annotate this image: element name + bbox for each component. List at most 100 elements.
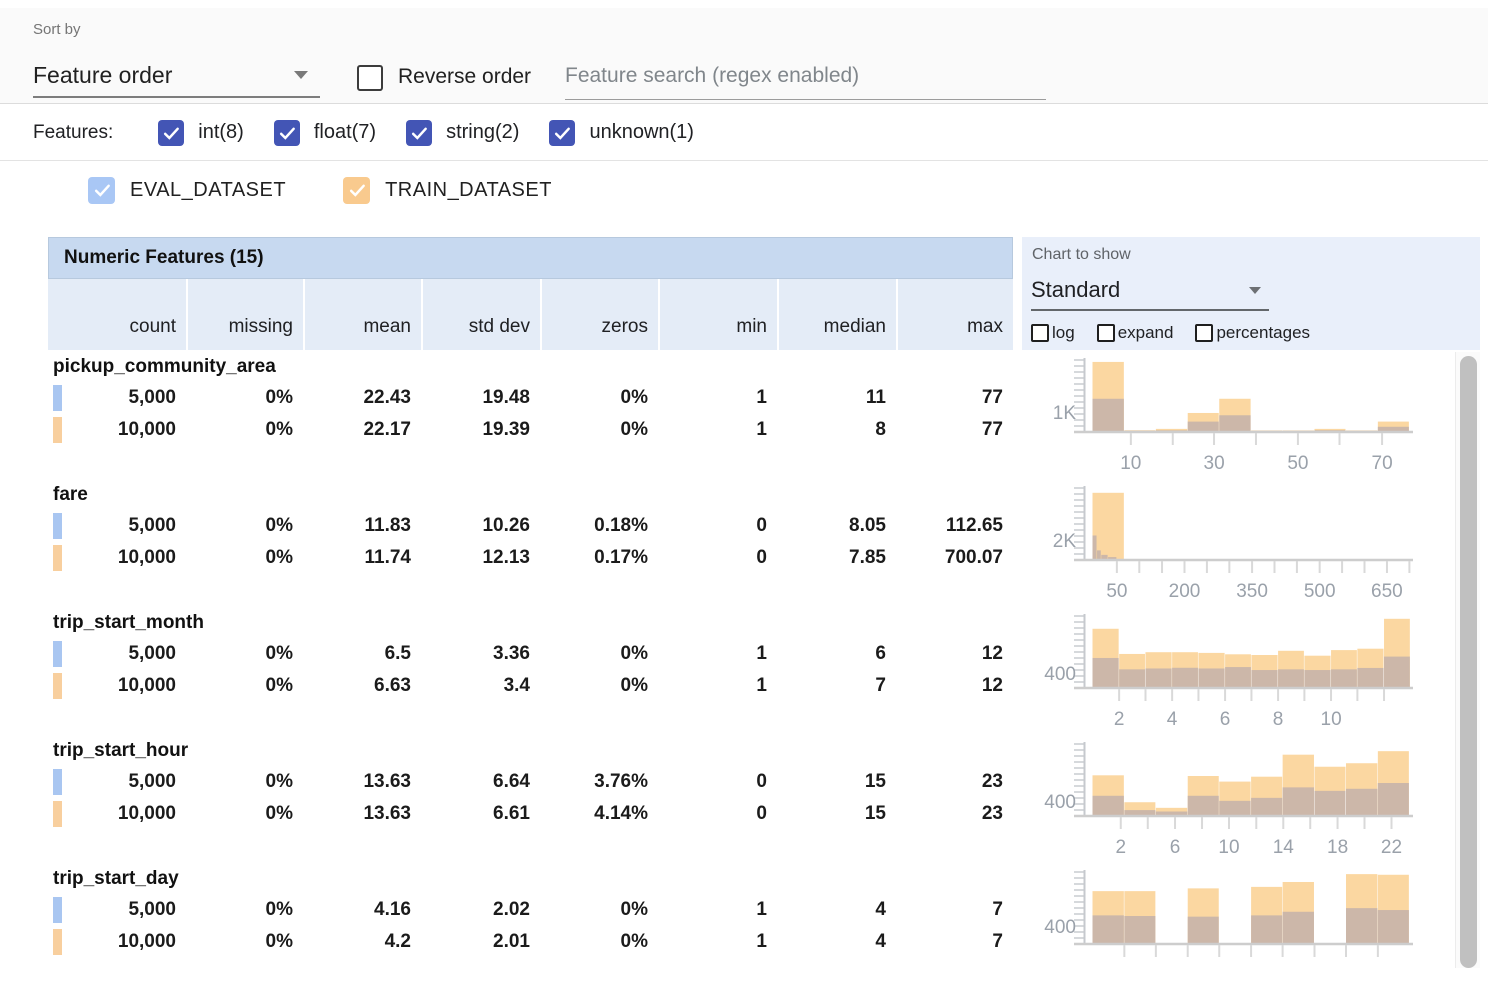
svg-text:10: 10 xyxy=(1321,709,1342,730)
vertical-scrollbar[interactable] xyxy=(1455,352,1480,968)
svg-text:2: 2 xyxy=(1116,837,1127,858)
unknown-checkbox[interactable] xyxy=(549,120,575,146)
train-dataset-toggle: TRAIN_DATASET xyxy=(343,177,552,204)
stat-value: 22.43 xyxy=(303,382,421,414)
int-label: int(8) xyxy=(198,121,244,144)
eval-dataset-checkbox[interactable] xyxy=(88,177,115,204)
stat-value: 0% xyxy=(540,414,658,446)
filter-int: int(8) xyxy=(158,120,244,146)
float-checkbox[interactable] xyxy=(274,120,300,146)
stat-value: 0% xyxy=(540,670,658,702)
reverse-order-checkbox[interactable] xyxy=(357,65,383,91)
stat-value: 0.17% xyxy=(540,542,658,574)
string-checkbox[interactable] xyxy=(406,120,432,146)
stat-value: 0 xyxy=(658,510,777,542)
filter-float: float(7) xyxy=(274,120,376,146)
reverse-order-label: Reverse order xyxy=(398,65,531,89)
chart-type-value: Standard xyxy=(1031,277,1120,303)
sort-by-dropdown[interactable]: Feature order xyxy=(33,54,320,98)
svg-text:350: 350 xyxy=(1236,581,1268,602)
svg-text:400: 400 xyxy=(1044,917,1076,938)
stat-value: 0% xyxy=(186,382,303,414)
svg-text:50: 50 xyxy=(1106,581,1127,602)
chart-type-dropdown[interactable]: Standard xyxy=(1031,271,1269,311)
stat-value: 2.02 xyxy=(421,894,540,926)
stat-value: 23 xyxy=(896,798,1013,830)
stat-value: 0% xyxy=(186,766,303,798)
stat-value: 3.4 xyxy=(421,670,540,702)
column-mean: mean xyxy=(303,279,421,350)
stat-value: 6.61 xyxy=(421,798,540,830)
train-dataset-marker xyxy=(53,801,62,827)
chevron-down-icon xyxy=(1249,287,1261,294)
unknown-label: unknown(1) xyxy=(589,121,694,144)
stat-value: 15 xyxy=(777,766,896,798)
stat-value: 11.74 xyxy=(303,542,421,574)
svg-text:2: 2 xyxy=(1114,709,1125,730)
stat-value: 5,000 xyxy=(48,638,186,670)
stat-value: 10,000 xyxy=(48,414,186,446)
percentages-checkbox[interactable] xyxy=(1195,324,1213,342)
stat-value: 1 xyxy=(658,638,777,670)
stat-value: 7 xyxy=(777,670,896,702)
stat-value: 0% xyxy=(186,510,303,542)
chart-to-show-label: Chart to show xyxy=(1032,246,1131,264)
stat-value: 0% xyxy=(186,638,303,670)
stat-value: 10.26 xyxy=(421,510,540,542)
feature-search-input[interactable] xyxy=(565,52,1046,99)
stat-value: 10,000 xyxy=(48,670,186,702)
stat-value: 6.64 xyxy=(421,766,540,798)
filter-unknown: unknown(1) xyxy=(549,120,694,146)
svg-text:200: 200 xyxy=(1169,581,1201,602)
eval-dataset-marker xyxy=(53,641,62,667)
svg-text:70: 70 xyxy=(1372,453,1393,474)
int-checkbox[interactable] xyxy=(158,120,184,146)
svg-text:30: 30 xyxy=(1204,453,1225,474)
expand-option: expand xyxy=(1097,323,1174,343)
svg-text:8: 8 xyxy=(1273,709,1284,730)
svg-text:10: 10 xyxy=(1120,453,1141,474)
train-dataset-checkbox[interactable] xyxy=(343,177,370,204)
string-label: string(2) xyxy=(446,121,519,144)
stat-value: 10,000 xyxy=(48,798,186,830)
stat-value: 4.14% xyxy=(540,798,658,830)
chart-options: log expand percentages xyxy=(1031,323,1332,343)
table-title: Numeric Features (15) xyxy=(64,247,264,269)
stat-value: 0% xyxy=(186,414,303,446)
log-checkbox[interactable] xyxy=(1031,324,1049,342)
dataset-legend: EVAL_DATASET TRAIN_DATASET xyxy=(88,170,609,210)
vertical-scrollbar-thumb[interactable] xyxy=(1460,356,1477,968)
stat-value: 4.16 xyxy=(303,894,421,926)
train-dataset-marker xyxy=(53,545,62,571)
svg-text:22: 22 xyxy=(1381,837,1402,858)
train-dataset-marker xyxy=(53,929,62,955)
stat-value: 112.65 xyxy=(896,510,1013,542)
filter-string: string(2) xyxy=(406,120,519,146)
feature-name: pickup_community_area xyxy=(53,356,276,378)
chart-panel-header: Chart to show Standard log expand percen… xyxy=(1022,237,1480,350)
stat-value: 6 xyxy=(777,638,896,670)
svg-text:400: 400 xyxy=(1044,792,1076,813)
stat-value: 8 xyxy=(777,414,896,446)
stat-value: 0% xyxy=(186,542,303,574)
stat-value: 10,000 xyxy=(48,926,186,958)
stat-value: 22.17 xyxy=(303,414,421,446)
svg-text:400: 400 xyxy=(1044,664,1076,685)
feature-type-filter-bar: Features: int(8) float(7) string(2) unkn… xyxy=(0,105,1488,161)
stat-value: 77 xyxy=(896,414,1013,446)
stat-value: 1 xyxy=(658,926,777,958)
expand-checkbox[interactable] xyxy=(1097,324,1115,342)
feature-search-field xyxy=(565,52,1046,100)
svg-text:6: 6 xyxy=(1170,837,1181,858)
stat-value: 0% xyxy=(540,894,658,926)
eval-dataset-label: EVAL_DATASET xyxy=(130,179,286,202)
percentages-option: percentages xyxy=(1195,323,1310,343)
stats-column-header: count missing mean std dev zeros min med… xyxy=(48,279,1013,350)
